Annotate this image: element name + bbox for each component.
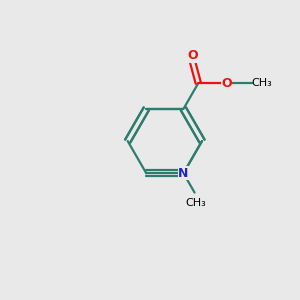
Text: CH₃: CH₃ (186, 198, 206, 208)
Text: CH₃: CH₃ (252, 78, 273, 88)
Text: O: O (221, 77, 232, 90)
Text: O: O (187, 49, 198, 62)
Text: N: N (178, 167, 189, 180)
